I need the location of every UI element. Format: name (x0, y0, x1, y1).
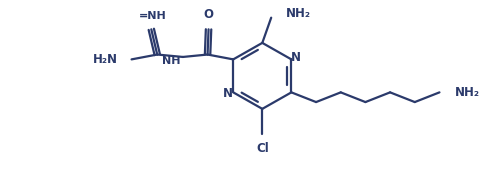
Text: NH: NH (162, 56, 180, 66)
Text: H₂N: H₂N (93, 53, 118, 66)
Text: =NH: =NH (139, 11, 166, 21)
Text: Cl: Cl (256, 142, 269, 155)
Text: O: O (203, 8, 213, 21)
Text: N: N (223, 87, 233, 100)
Text: NH₂: NH₂ (286, 7, 311, 20)
Text: N: N (292, 51, 301, 64)
Text: NH₂: NH₂ (455, 86, 480, 99)
